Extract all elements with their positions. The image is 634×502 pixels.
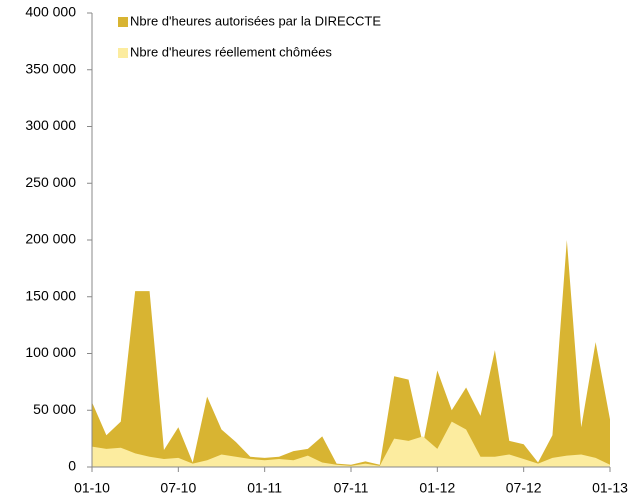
y-tick-label: 200 000 (25, 231, 76, 247)
x-tick-label: 01-11 (247, 480, 282, 496)
y-tick-label: 350 000 (25, 60, 76, 76)
x-tick-label: 07-12 (506, 480, 542, 496)
x-tick-label: 01-10 (74, 480, 110, 496)
x-tick-label: 01-13 (592, 480, 628, 496)
area (92, 421, 610, 467)
area (92, 240, 610, 467)
legend-label: Nbre d'heures réellement chômées (130, 44, 332, 59)
y-tick-label: 0 (68, 458, 76, 474)
y-tick-label: 400 000 (25, 4, 76, 20)
x-tick-label: 01-12 (419, 480, 455, 496)
y-tick-label: 100 000 (25, 344, 76, 360)
y-tick-label: 300 000 (25, 117, 76, 133)
legend-swatch (118, 48, 128, 58)
y-tick-label: 150 000 (25, 287, 76, 303)
x-tick-label: 07-10 (160, 480, 196, 496)
legend-label: Nbre d'heures autorisées par la DIRECCTE (130, 13, 381, 28)
y-tick-label: 50 000 (33, 401, 76, 417)
y-tick-label: 250 000 (25, 174, 76, 190)
legend-swatch (118, 17, 128, 27)
x-tick-label: 07-11 (334, 480, 369, 496)
